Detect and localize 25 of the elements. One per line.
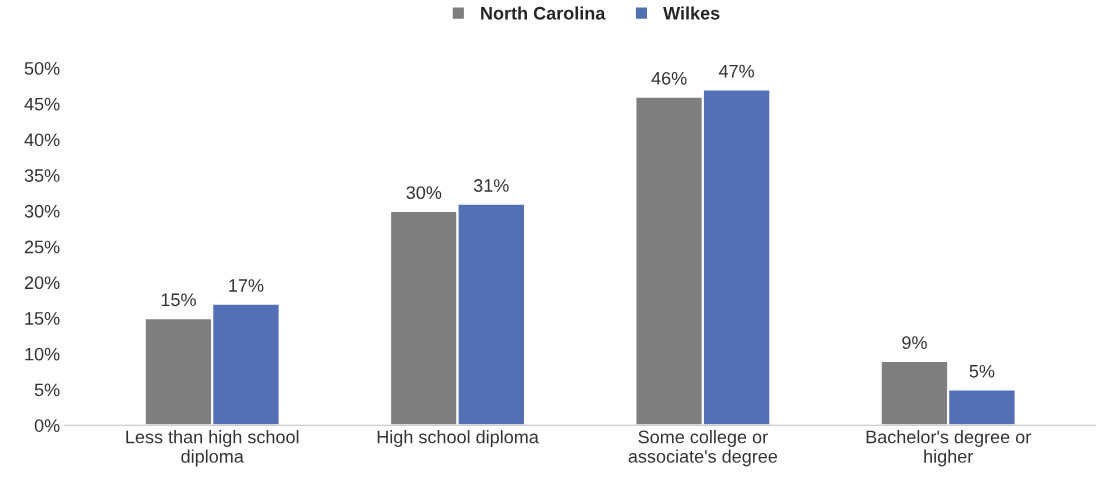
data-label: 5% <box>969 364 995 378</box>
x-tick-label: Bachelor's degree or higher <box>866 430 1031 467</box>
y-tick-label: 20% <box>24 276 60 290</box>
x-tick-label: Some college or associate's degree <box>628 430 778 467</box>
x-tick-label: High school diploma <box>377 430 539 447</box>
data-label: 47% <box>718 64 755 78</box>
data-label: 17% <box>229 279 264 292</box>
y-tick-label: 35% <box>24 169 60 182</box>
data-label: 9% <box>902 336 927 350</box>
y-tick-label: 30% <box>24 204 60 218</box>
y-tick-label: 50% <box>24 61 60 75</box>
y-tick-label: 45% <box>24 97 60 111</box>
x-tick-label: Less than high school diploma <box>126 430 299 467</box>
y-tick-label: 0% <box>34 419 60 432</box>
y-tick-label: 5% <box>34 383 60 397</box>
y-tick-label: 15% <box>25 312 60 325</box>
data-label: 31% <box>473 179 509 192</box>
y-tick-label: 40% <box>24 133 60 147</box>
data-label: 15% <box>161 293 196 307</box>
legend-label: Wilkes <box>663 6 720 20</box>
legend-label: North Carolina <box>481 6 606 20</box>
data-label: 30% <box>406 186 442 200</box>
y-tick-label: 25% <box>24 240 60 254</box>
data-label: 46% <box>651 71 687 85</box>
y-tick-label: 10% <box>25 347 60 361</box>
